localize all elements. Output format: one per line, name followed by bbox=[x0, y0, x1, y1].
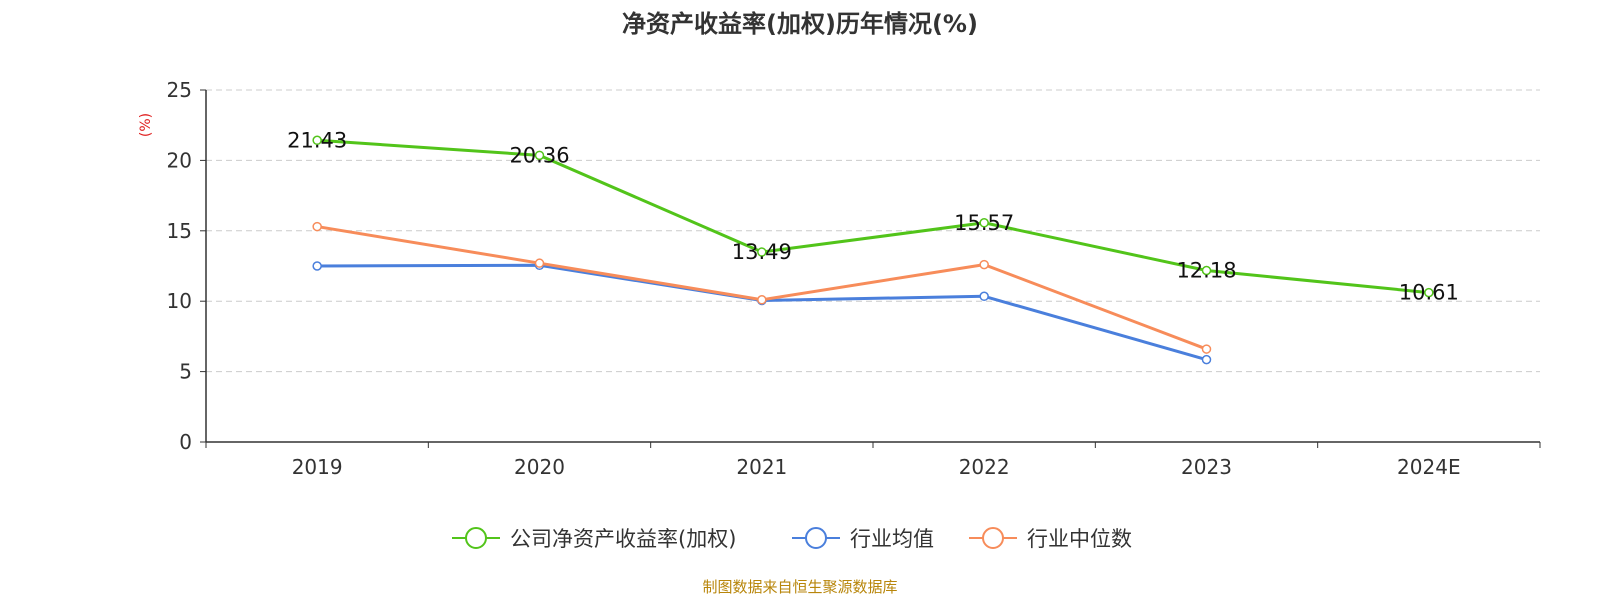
series-point bbox=[312, 261, 322, 271]
series-point bbox=[312, 221, 322, 232]
data-label: 15.57 bbox=[954, 211, 1014, 235]
x-tick-label: 2020 bbox=[514, 455, 565, 479]
x-tick-label: 2019 bbox=[292, 455, 343, 479]
data-label: 12.18 bbox=[1176, 259, 1236, 283]
series-line bbox=[317, 138, 1429, 295]
series-line bbox=[317, 263, 1207, 362]
x-tick-label: 2022 bbox=[959, 455, 1010, 479]
series-point bbox=[979, 291, 989, 302]
y-tick-label: 15 bbox=[167, 219, 192, 243]
series-point bbox=[757, 295, 767, 305]
axes: 0 5 10 15 20 25 2019 2020 2021 2022 2023 2024E bbox=[167, 78, 1541, 479]
series-point bbox=[979, 259, 989, 270]
series-point bbox=[1201, 354, 1212, 365]
chart-title: 净资产收益率(加权)历年情况(%) bbox=[622, 10, 978, 38]
series-point bbox=[1201, 265, 1212, 276]
legend-marker-icon bbox=[465, 527, 487, 549]
data-label: 20.36 bbox=[509, 143, 569, 167]
legend-label: 公司净资产收益率(加权) bbox=[510, 527, 736, 551]
legend-item: 公司净资产收益率(加权) bbox=[452, 527, 736, 551]
series-point bbox=[757, 247, 767, 257]
y-tick-label: 10 bbox=[167, 289, 192, 313]
source-footer: 制图数据来自恒生聚源数据库 bbox=[702, 578, 897, 596]
x-tick-label: 2021 bbox=[736, 455, 787, 479]
series-point bbox=[534, 150, 545, 161]
y-tick-label: 20 bbox=[167, 148, 192, 172]
x-tick-label: 2023 bbox=[1181, 455, 1232, 479]
data-label: 13.49 bbox=[732, 240, 792, 264]
series-point bbox=[312, 135, 322, 146]
legend-marker-icon bbox=[982, 527, 1004, 549]
y-axis-label: (%) bbox=[138, 113, 154, 137]
series-point bbox=[534, 258, 545, 268]
series-lines bbox=[312, 135, 1434, 365]
series-point bbox=[979, 218, 989, 228]
series-point bbox=[1201, 344, 1212, 354]
data-labels: 21.43 20.36 13.49 15.57 12.18 10.61 bbox=[287, 128, 1459, 304]
grid-lines bbox=[206, 89, 1540, 373]
data-label: 10.61 bbox=[1399, 281, 1459, 305]
data-label: 21.43 bbox=[287, 128, 347, 152]
legend-item: 行业均值 bbox=[792, 527, 934, 551]
x-tick-label: 2024E bbox=[1397, 455, 1461, 479]
y-tick-label: 25 bbox=[167, 78, 192, 102]
y-tick-label: 5 bbox=[179, 360, 192, 384]
legend-item: 行业中位数 bbox=[969, 527, 1132, 551]
legend-label: 行业中位数 bbox=[1027, 527, 1132, 551]
legend: 公司净资产收益率(加权) 行业均值 行业中位数 bbox=[452, 527, 1132, 551]
y-tick-label: 0 bbox=[179, 430, 192, 454]
legend-marker-icon bbox=[805, 527, 827, 549]
legend-label: 行业均值 bbox=[850, 527, 934, 551]
series-point bbox=[1424, 287, 1434, 298]
